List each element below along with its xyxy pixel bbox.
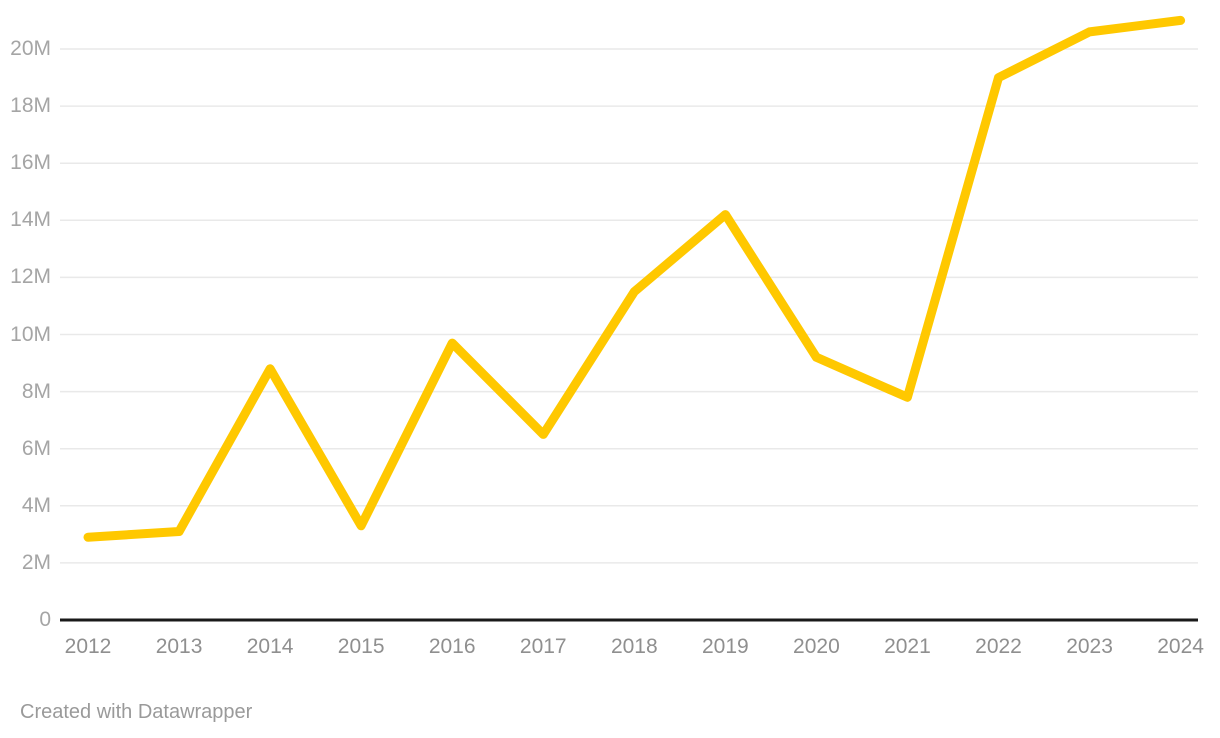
x-axis-tick-label: 2013 <box>155 635 203 658</box>
y-axis-tick-label: 6M <box>21 436 51 460</box>
x-axis-tick-label: 2018 <box>610 635 658 658</box>
y-axis-tick-label: 20M <box>10 37 51 60</box>
x-axis-tick-label: 2019 <box>701 635 749 658</box>
x-axis-tick-label: 2014 <box>246 635 294 658</box>
x-axis-tick-label: 2023 <box>1066 635 1113 658</box>
y-axis-tick-label: 0 <box>39 608 51 631</box>
x-axis-tick-label: 2024 <box>1157 635 1204 658</box>
y-axis-tick-label: 8M <box>21 379 51 403</box>
x-axis-tick-label: 2022 <box>975 635 1022 658</box>
y-axis-tick-label: 2M <box>21 550 51 574</box>
x-axis-tick-label: 2012 <box>64 635 112 658</box>
x-axis-tick-label: 2016 <box>428 635 476 658</box>
y-axis-tick-label: 14M <box>10 208 51 232</box>
data-line[interactable] <box>83 15 1186 542</box>
x-axis-tick-label: 2020 <box>793 635 840 658</box>
y-axis-tick-label: 18M <box>10 94 51 118</box>
x-axis-tick-label: 2017 <box>519 635 567 658</box>
attribution: Created with Datawrapper <box>20 701 253 723</box>
y-axis-tick-label: 16M <box>10 151 51 175</box>
x-axis-tick-label: 2015 <box>337 635 385 658</box>
y-axis-tick-label: 4M <box>21 493 51 517</box>
y-axis-tick-label: 12M <box>10 265 51 289</box>
x-axis-tick-label: 2021 <box>884 635 931 658</box>
y-axis-tick-label: 10M <box>10 322 51 346</box>
